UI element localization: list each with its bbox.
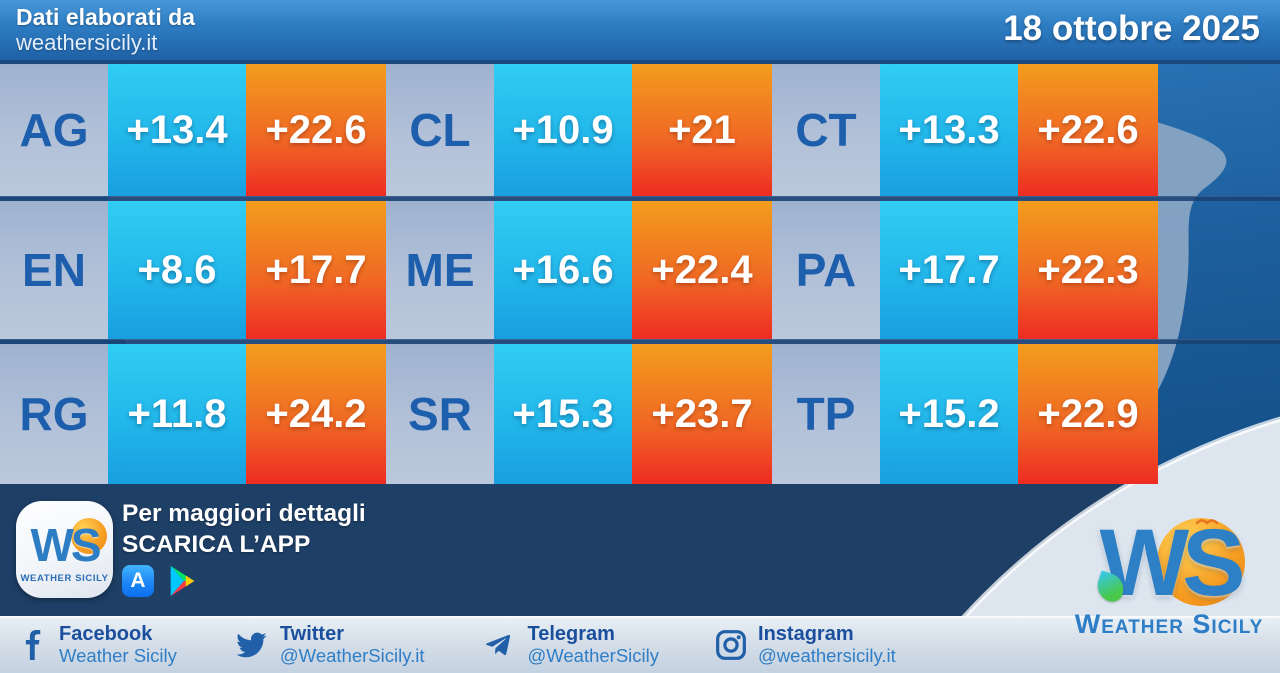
row-divider <box>0 196 1280 201</box>
min-temp-en: +8.6 <box>108 201 246 339</box>
max-temp-pa: +22.3 <box>1018 201 1158 339</box>
bottom-section: WS Weather Sicily Per maggiori dettagli … <box>0 484 1280 673</box>
birds-icon <box>1195 519 1218 525</box>
header-bar: Dati elaborati da weathersicily.it 18 ot… <box>0 0 1280 64</box>
ws-logo-caption: Weather Sicily <box>1074 609 1264 639</box>
row-right-margin <box>1158 201 1280 339</box>
social-footer-bar: Facebook Weather Sicily Twitter @Weather… <box>0 616 1280 673</box>
grid-row-1: AG +13.4 +22.6 CL +10.9 +21 CT +13.3 +22… <box>0 64 1280 196</box>
province-code-cl: CL <box>386 64 494 196</box>
social-network-name: Instagram <box>758 622 854 645</box>
province-code-pa: PA <box>772 201 880 339</box>
province-code-ag: AG <box>0 64 108 196</box>
max-temp-tp: +22.9 <box>1018 344 1158 484</box>
globe-light-curve <box>914 416 1280 673</box>
row-divider <box>0 339 1280 344</box>
min-temp-tp: +15.2 <box>880 344 1018 484</box>
min-temp-me: +16.6 <box>494 201 632 339</box>
source-label: Dati elaborati da <box>16 4 195 30</box>
province-code-ct: CT <box>772 64 880 196</box>
min-temp-pa: +17.7 <box>880 201 1018 339</box>
max-temp-sr: +23.7 <box>632 344 772 484</box>
promo-line-1: Per maggiori dettagli <box>122 500 366 527</box>
social-item-instagram[interactable]: Instagram @weathersicily.it <box>715 622 896 666</box>
row-right-margin <box>1158 344 1280 484</box>
province-code-tp: TP <box>772 344 880 484</box>
facebook-icon <box>25 629 41 660</box>
max-temp-ct: +22.6 <box>1018 64 1158 196</box>
min-temp-ct: +13.3 <box>880 64 1018 196</box>
store-badges: A <box>122 564 199 598</box>
forecast-date: 18 ottobre 2025 <box>1003 9 1260 48</box>
sun-ball-icon <box>70 517 107 554</box>
max-temp-me: +22.4 <box>632 201 772 339</box>
social-item-twitter[interactable]: Twitter @WeatherSicily.it <box>233 622 425 666</box>
social-network-name: Twitter <box>279 622 344 645</box>
grid-row-2: EN +8.6 +17.7 ME +16.6 +22.4 PA +17.7 +2… <box>0 201 1280 339</box>
ws-app-icon[interactable]: WS Weather Sicily <box>16 501 113 598</box>
ws-logo-letters-wrap: WS <box>1093 510 1246 616</box>
promo-line-2: SCARICA L’APP <box>122 531 311 558</box>
max-temp-rg: +24.2 <box>246 344 386 484</box>
max-temp-en: +17.7 <box>246 201 386 339</box>
social-handle: Weather Sicily <box>59 644 177 666</box>
min-temp-cl: +10.9 <box>494 64 632 196</box>
telegram-icon <box>486 634 511 655</box>
instagram-icon <box>716 629 746 660</box>
app-store-icon[interactable]: A <box>122 565 154 597</box>
social-handle: @WeatherSicily <box>527 644 660 666</box>
source-site: weathersicily.it <box>16 30 158 55</box>
min-temp-ag: +13.4 <box>108 64 246 196</box>
min-temp-sr: +15.3 <box>494 344 632 484</box>
google-play-icon[interactable] <box>165 564 199 598</box>
download-app-text: Per maggiori dettagli SCARICA L’APP <box>122 498 366 560</box>
social-handle: @WeatherSicily.it <box>279 644 425 666</box>
temperature-grid: AG +13.4 +22.6 CL +10.9 +21 CT +13.3 +22… <box>0 64 1280 484</box>
ws-mini-logo: WS <box>30 517 107 571</box>
row-right-margin <box>1158 64 1280 196</box>
min-temp-rg: +11.8 <box>108 344 246 484</box>
ws-mini-letters: WS <box>30 518 101 571</box>
max-temp-cl: +21 <box>632 64 772 196</box>
social-handle: @weathersicily.it <box>758 644 896 666</box>
sun-ball-icon <box>1156 518 1245 606</box>
twitter-icon <box>236 632 267 657</box>
data-source: Dati elaborati da weathersicily.it <box>16 4 195 56</box>
social-item-facebook[interactable]: Facebook Weather Sicily <box>18 622 177 666</box>
province-code-sr: SR <box>386 344 494 484</box>
max-temp-ag: +22.6 <box>246 64 386 196</box>
grid-row-3: RG +11.8 +24.2 SR +15.3 +23.7 TP +15.2 +… <box>0 344 1280 484</box>
social-item-telegram[interactable]: Telegram @WeatherSicily <box>480 622 660 666</box>
social-network-name: Telegram <box>527 622 615 645</box>
province-code-me: ME <box>386 201 494 339</box>
weather-sicily-logo: WS Weather Sicily <box>1062 516 1276 638</box>
province-code-rg: RG <box>0 344 108 484</box>
social-network-name: Facebook <box>59 622 153 645</box>
province-code-en: EN <box>0 201 108 339</box>
ws-logo-letters: WS <box>1099 510 1245 616</box>
ws-mini-caption: Weather Sicily <box>20 572 109 584</box>
